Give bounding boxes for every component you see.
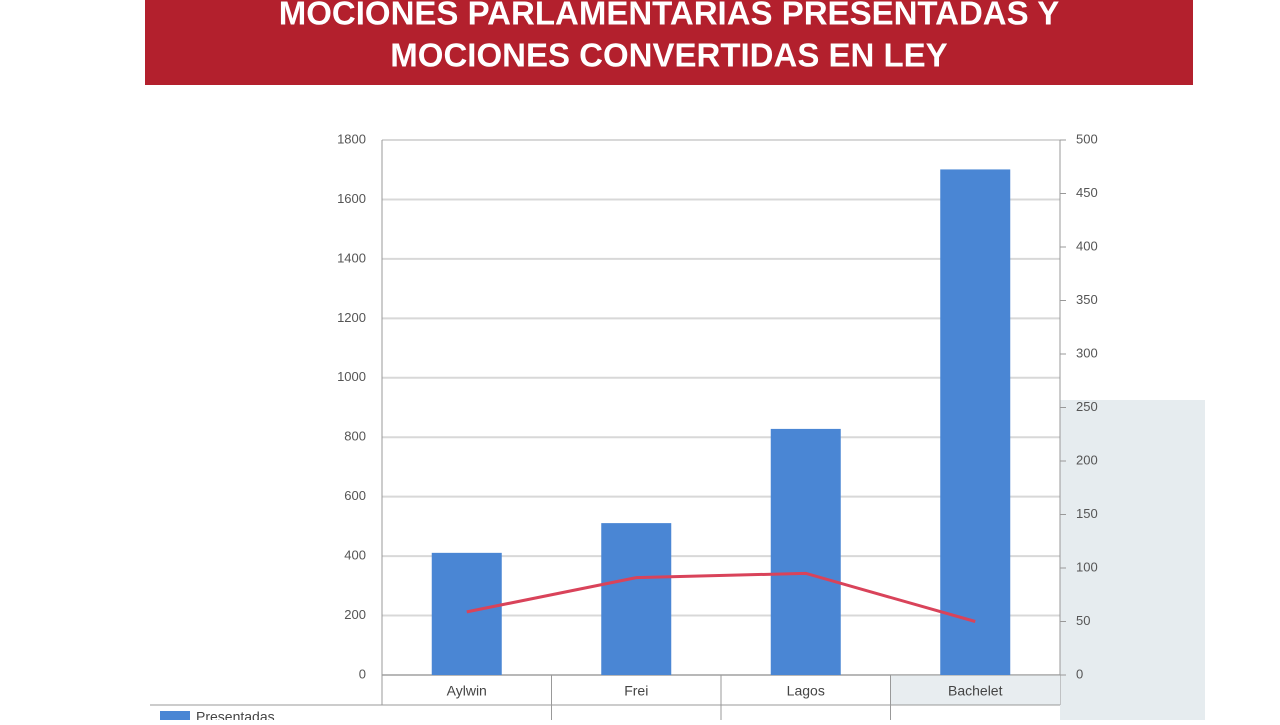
category-cell-highlight [890, 675, 1060, 705]
x-tick-label: Bachelet [948, 683, 1003, 699]
decor [1060, 400, 1205, 720]
y-tick-label: 1800 [337, 131, 366, 146]
x-tick-label: Frei [624, 683, 648, 699]
title-banner [145, 0, 1193, 85]
y-tick-label: 1200 [337, 310, 366, 325]
y-tick-label: 800 [344, 429, 366, 444]
bar [431, 552, 502, 675]
y2-tick-label: 500 [1076, 131, 1098, 146]
bar [601, 523, 672, 675]
y2-tick-label: 0 [1076, 666, 1083, 681]
y2-tick-label: 150 [1076, 506, 1098, 521]
y-tick-label: 1400 [337, 250, 366, 265]
legend-label: Presentadas [196, 709, 275, 720]
y-tick-label: 1600 [337, 191, 366, 206]
y-tick-label: 600 [344, 488, 366, 503]
x-tick-label: Lagos [787, 683, 825, 699]
y-tick-label: 1000 [337, 369, 366, 384]
chart-title: MOCIONES CONVERTIDAS EN LEY [390, 37, 947, 74]
y-tick-label: 400 [344, 548, 366, 563]
chart-title: MOCIONES PARLAMENTARIAS PRESENTADAS Y [279, 0, 1059, 32]
bar [940, 169, 1011, 676]
y-tick-label: 200 [344, 607, 366, 622]
y-tick-label: 0 [359, 666, 366, 681]
y2-tick-label: 350 [1076, 292, 1098, 307]
line [466, 571, 976, 623]
y2-tick-label: 200 [1076, 452, 1098, 467]
legend-swatch [160, 711, 190, 723]
y2-tick-label: 400 [1076, 238, 1098, 253]
bar [770, 428, 841, 675]
y2-tick-label: 300 [1076, 345, 1098, 360]
y2-tick-label: 450 [1076, 185, 1098, 200]
x-tick-label: Aylwin [447, 683, 487, 699]
y2-tick-label: 100 [1076, 559, 1098, 574]
y2-tick-label: 250 [1076, 399, 1098, 414]
y2-tick-label: 50 [1076, 613, 1090, 628]
